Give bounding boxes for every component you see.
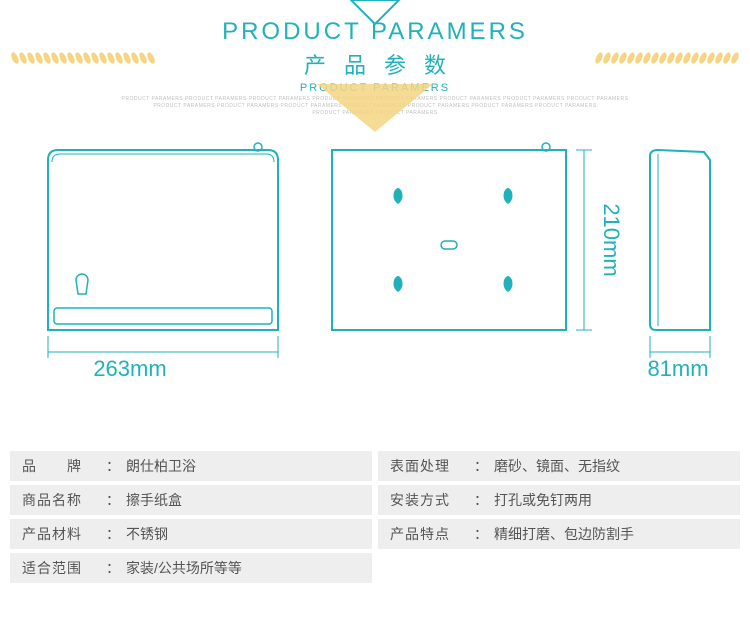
svg-text:210mm: 210mm (599, 203, 624, 276)
spec-value: 朗仕柏卫浴 (124, 456, 196, 476)
spec-separator: ： (470, 524, 492, 544)
spec-separator: ： (470, 456, 492, 476)
svg-text:81mm: 81mm (647, 356, 708, 381)
spec-row: 产品材料：不锈钢 (10, 519, 372, 549)
spec-value: 打孔或免钉两用 (492, 490, 592, 510)
spec-row: 产品特点：精细打磨、包边防割手 (378, 519, 740, 549)
wheat-ornament-right (596, 52, 738, 64)
spec-label: 品 牌 (10, 456, 102, 476)
spec-value: 家装/公共场所等等 (124, 558, 242, 578)
spec-value: 不锈钢 (124, 524, 168, 544)
spec-label: 表面处理 (378, 456, 470, 476)
spec-separator: ： (102, 456, 124, 476)
triangle-outline-icon (345, 0, 405, 28)
spec-value: 磨砂、镜面、无指纹 (492, 456, 620, 476)
spec-row: 安装方式：打孔或免钉两用 (378, 485, 740, 515)
spec-value: 精细打磨、包边防割手 (492, 524, 634, 544)
triangle-ornament-large (317, 84, 433, 132)
spec-value: 擦手纸盒 (124, 490, 182, 510)
spec-separator: ： (102, 558, 124, 578)
spec-row: 表面处理：磨砂、镜面、无指纹 (378, 451, 740, 481)
product-diagram: 263mm 210mm 81mm (0, 140, 750, 410)
spec-row: 商品名称：擦手纸盒 (10, 485, 372, 515)
wheat-ornament-left (12, 52, 154, 64)
spec-separator: ： (102, 524, 124, 544)
diagram-svg: 263mm 210mm 81mm (0, 140, 750, 410)
header-block: PRODUCT PARAMERS 产品参数 PRODUCT PARAMERS P… (0, 0, 750, 130)
spec-label: 适合范围 (10, 558, 102, 578)
spec-row: 品 牌：朗仕柏卫浴 (10, 451, 372, 481)
spec-separator: ： (102, 490, 124, 510)
spec-separator: ： (470, 490, 492, 510)
spec-row: 适合范围：家装/公共场所等等 (10, 553, 372, 583)
spec-label: 产品特点 (378, 524, 470, 544)
spec-label: 安装方式 (378, 490, 470, 510)
spec-table: 品 牌：朗仕柏卫浴表面处理：磨砂、镜面、无指纹商品名称：擦手纸盒安装方式：打孔或… (10, 451, 740, 583)
spec-label: 产品材料 (10, 524, 102, 544)
svg-text:263mm: 263mm (93, 356, 166, 381)
spec-label: 商品名称 (10, 490, 102, 510)
